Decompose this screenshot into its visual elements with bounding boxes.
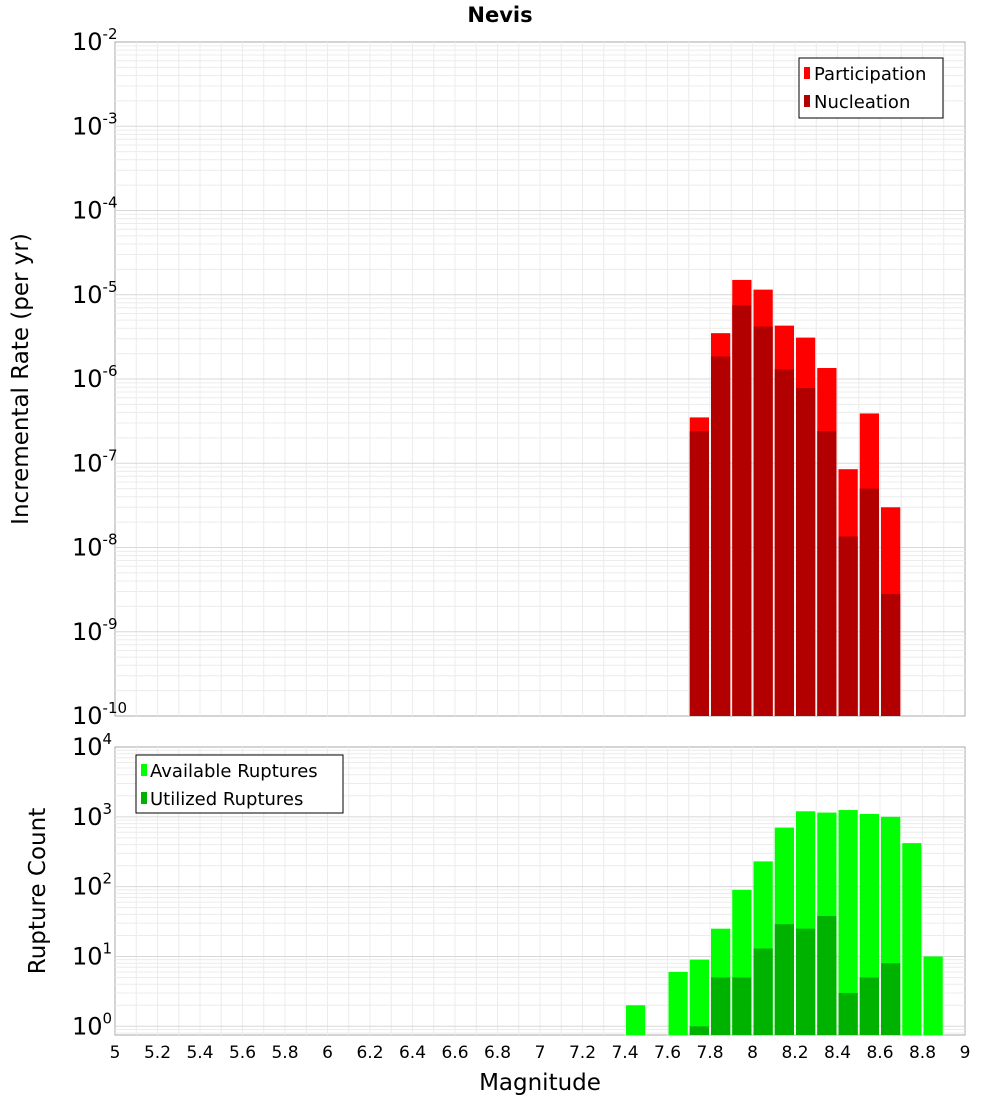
bar-available <box>923 956 943 1035</box>
x-tick-label: 7.8 <box>696 1043 723 1063</box>
rate-grid <box>115 42 965 716</box>
x-tick-label: 8 <box>747 1043 758 1063</box>
x-tick-label: 5.4 <box>186 1043 213 1063</box>
rate-y-axis-label: Incremental Rate (per yr) <box>8 233 34 525</box>
x-tick-label: 6.6 <box>441 1043 468 1063</box>
bar-nucleation <box>796 388 816 716</box>
x-tick-label: 6 <box>322 1043 333 1063</box>
x-tick-label: 5.8 <box>271 1043 298 1063</box>
x-tick-label: 7.2 <box>569 1043 596 1063</box>
bar-utilized <box>817 915 837 1035</box>
count-y-axis-label: Rupture Count <box>25 808 51 974</box>
bar-available <box>838 810 858 1035</box>
bar-available <box>668 971 688 1035</box>
x-tick-label: 6.8 <box>484 1043 511 1063</box>
x-tick-label: 6.4 <box>399 1043 426 1063</box>
rate-y-ticks: 10-10 10-9 10-8 10-7 10-6 10-5 10-4 10-3 10-2 <box>72 25 127 730</box>
legend-label-utilized: Utilized Ruptures <box>150 789 303 810</box>
x-tick-label: 7.6 <box>654 1043 681 1063</box>
legend-swatch-available <box>141 764 147 776</box>
bar-utilized <box>753 948 773 1035</box>
x-tick-label: 8.8 <box>909 1043 936 1063</box>
legend-swatch-nucleation <box>804 95 810 107</box>
y-tick-label: 10-4 <box>72 194 118 225</box>
y-tick-label: 101 <box>72 939 112 970</box>
x-tick-label: 5.6 <box>229 1043 256 1063</box>
bar-available <box>902 843 922 1035</box>
x-tick-label: 7.4 <box>611 1043 638 1063</box>
bar-nucleation <box>732 305 752 716</box>
bar-utilized <box>774 924 794 1035</box>
x-tick-label: 8.2 <box>781 1043 808 1063</box>
x-tick-label: 5 <box>110 1043 121 1063</box>
y-tick-label: 10-8 <box>72 531 118 562</box>
bar-nucleation <box>859 488 879 716</box>
bar-nucleation <box>774 369 794 716</box>
rate-legend-box <box>798 57 944 119</box>
count-legend: Available Ruptures Utilized Ruptures <box>135 754 344 814</box>
bar-available <box>626 1005 646 1035</box>
legend-label-participation: Participation <box>814 64 926 85</box>
count-legend-box <box>135 754 344 814</box>
x-tick-label: 8.6 <box>866 1043 893 1063</box>
count-bars <box>626 810 943 1035</box>
bar-nucleation <box>838 536 858 716</box>
count-y-ticks: 100 101 102 103 104 <box>72 730 112 1040</box>
x-tick-label: 5.2 <box>144 1043 171 1063</box>
bar-nucleation <box>817 431 837 716</box>
bar-utilized <box>689 1026 709 1035</box>
bar-utilized <box>796 928 816 1035</box>
y-tick-label: 100 <box>72 1009 112 1040</box>
y-tick-label: 10-9 <box>72 615 118 646</box>
legend-swatch-utilized <box>141 792 147 804</box>
y-tick-label: 104 <box>72 730 112 761</box>
y-tick-label: 103 <box>72 800 112 831</box>
legend-label-nucleation: Nucleation <box>814 92 910 113</box>
count-panel: 100 101 102 103 104 5 5.2 5.4 5.6 5.8 6 6.2 6.4 6.6 6… <box>25 730 970 1096</box>
bar-utilized <box>711 977 731 1035</box>
bar-utilized <box>838 992 858 1035</box>
y-tick-label: 10-7 <box>72 446 118 477</box>
y-tick-label: 10-10 <box>72 699 127 730</box>
x-tick-label: 9 <box>960 1043 971 1063</box>
x-axis-label: Magnitude <box>479 1070 601 1096</box>
bar-utilized <box>881 963 901 1035</box>
bar-utilized <box>859 977 879 1035</box>
bar-nucleation <box>689 431 709 716</box>
bar-nucleation <box>753 326 773 716</box>
y-tick-label: 10-2 <box>72 25 118 56</box>
y-tick-label: 102 <box>72 870 112 901</box>
bar-available <box>689 959 709 1035</box>
rate-legend: Participation Nucleation <box>798 57 944 119</box>
y-tick-label: 10-6 <box>72 362 118 393</box>
bar-utilized <box>732 977 752 1035</box>
legend-label-available: Available Ruptures <box>150 761 318 782</box>
bar-nucleation <box>711 356 731 716</box>
x-ticks: 5 5.2 5.4 5.6 5.8 6 6.2 6.4 6.6 6.8 7 7.2 7.4 7.6 7.8 8… <box>110 1043 971 1063</box>
y-tick-label: 10-3 <box>72 109 118 140</box>
x-tick-label: 8.4 <box>824 1043 851 1063</box>
rate-panel: 10-10 10-9 10-8 10-7 10-6 10-5 10-4 10-3 10-2 In… <box>8 25 966 730</box>
x-tick-label: 6.2 <box>356 1043 383 1063</box>
x-tick-label: 7 <box>535 1043 546 1063</box>
bar-nucleation <box>881 594 901 716</box>
y-tick-label: 10-5 <box>72 278 118 309</box>
rate-bars <box>689 279 901 716</box>
chart-title: Nevis <box>467 3 532 27</box>
legend-swatch-participation <box>804 67 810 79</box>
